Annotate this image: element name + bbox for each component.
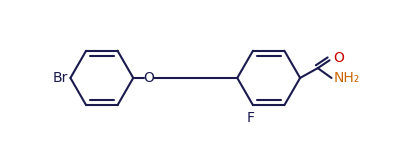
Text: O: O [334,51,344,65]
Text: O: O [144,71,154,85]
Text: Br: Br [53,71,68,85]
Text: NH₂: NH₂ [334,71,360,85]
Text: F: F [247,111,255,125]
